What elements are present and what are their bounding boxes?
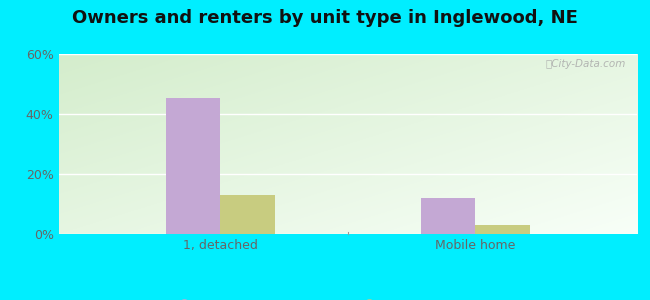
Text: ⓘCity-Data.com: ⓘCity-Data.com	[545, 59, 625, 69]
Bar	[220, 195, 274, 234]
Text: Owners and renters by unit type in Inglewood, NE: Owners and renters by unit type in Ingle…	[72, 9, 578, 27]
Bar	[421, 198, 475, 234]
Bar	[475, 225, 530, 234]
Legend: Owner occupied units, Renter occupied units: Owner occupied units, Renter occupied un…	[167, 295, 528, 300]
Bar	[166, 98, 220, 234]
